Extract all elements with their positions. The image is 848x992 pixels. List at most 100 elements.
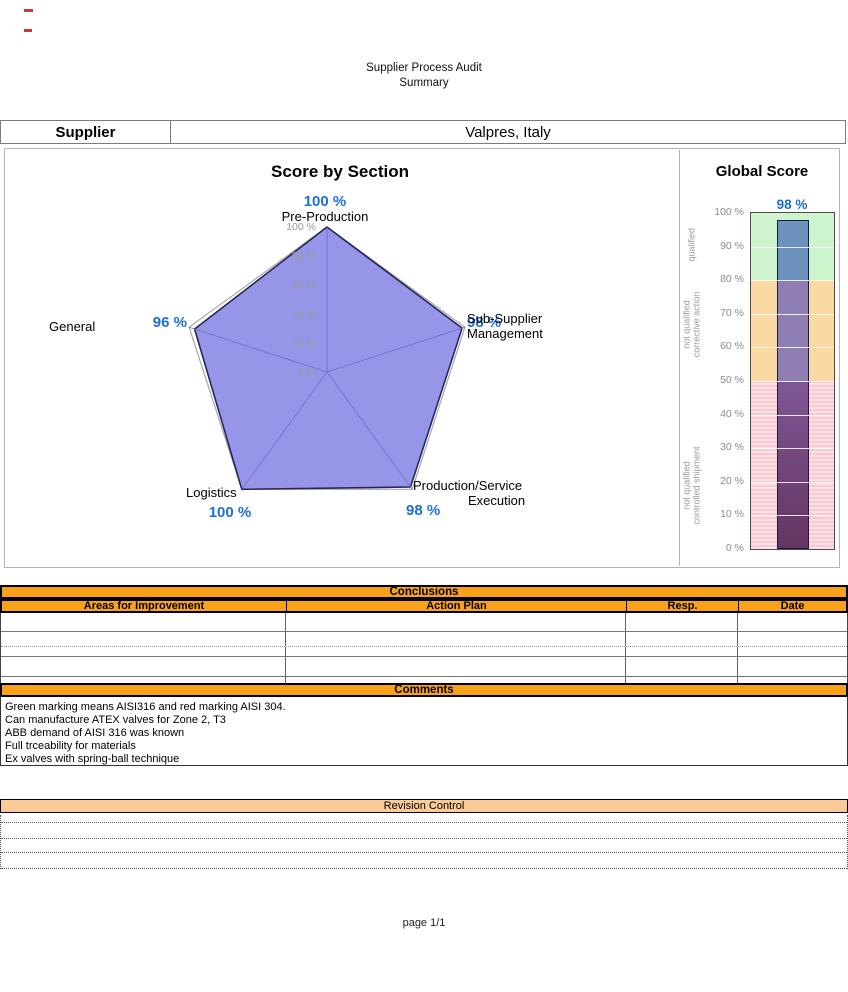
radar-axis-tick: 0 % — [297, 366, 316, 378]
conclusions-row — [1, 677, 847, 683]
comment-line: Ex valves with spring-ball technique — [5, 752, 180, 765]
radar-axis-tick: 80 % — [292, 250, 316, 262]
radar-spokes — [188, 227, 466, 490]
global-score-bar — [777, 219, 809, 549]
conclusions-cell — [286, 632, 626, 646]
section-production-line2: Execution — [468, 493, 526, 508]
col-date: Date — [780, 600, 805, 612]
gs-tick: 20 % — [720, 474, 744, 487]
gs-tick: 40 % — [720, 407, 744, 420]
conclusions-cell — [1, 647, 286, 656]
section-production-line1: Production/Service — [413, 478, 523, 493]
comments-header: Comments — [0, 683, 848, 697]
supplier-label: Supplier — [1, 121, 171, 143]
revision-row — [1, 815, 847, 823]
conclusions-cell — [626, 647, 738, 656]
gs-tick: 0 % — [725, 542, 744, 554]
gs-gridline — [751, 515, 834, 517]
radar-data-polygon — [193, 225, 464, 491]
gs-tick: 10 % — [720, 508, 744, 521]
revision-row — [1, 839, 847, 853]
conclusions-cell — [286, 613, 626, 631]
conclusions-cell — [286, 647, 626, 656]
gs-gridline — [751, 448, 834, 450]
doc-title-line2: Summary — [399, 77, 449, 89]
panel-separator — [679, 150, 680, 566]
page-footer: page 1/1 — [402, 917, 446, 929]
conclusions-columns: Areas for Improvement Action Plan Resp. … — [0, 599, 848, 613]
conclusions-row — [1, 632, 847, 647]
bar-segment-top — [778, 220, 808, 281]
radar-chart-title: Score by Section — [271, 162, 409, 181]
global-score-value: 98 % — [776, 197, 808, 212]
conclusions-cell — [626, 677, 738, 683]
radar-axis-tick: 60 % — [292, 279, 316, 291]
conclusions-cell — [626, 657, 738, 676]
supplier-value: Valpres, Italy — [465, 123, 551, 141]
gs-tick: 70 % — [720, 306, 744, 319]
bar-segment-mid — [778, 280, 808, 382]
gs-gridline — [751, 280, 834, 282]
comment-line: ABB demand of AISI 316 was known — [5, 726, 185, 739]
section-sub-supplier-line1: Sub-Supplier — [467, 311, 543, 326]
conclusions-cell — [626, 632, 738, 646]
revision-control-header: Revision Control — [0, 799, 848, 813]
global-score-plot — [750, 212, 835, 550]
section-sub-supplier: Sub-Supplier Management — [467, 311, 543, 341]
gs-zone-label: not qualified controlled shipment — [681, 445, 702, 525]
conclusions-cell — [1, 613, 286, 631]
score-production: 98 % — [406, 502, 441, 519]
comment-line: Green marking means AISI316 and red mark… — [5, 700, 286, 713]
gs-tick: 50 % — [720, 374, 744, 386]
conclusions-cell — [286, 677, 626, 683]
conclusions-row — [1, 613, 847, 632]
conclusions-cell — [1, 657, 286, 676]
conclusions-body — [0, 613, 848, 683]
conclusions-cell — [738, 632, 847, 646]
score-general: 96 % — [152, 314, 187, 331]
radar-axis-tick: 100 % — [286, 221, 316, 233]
supplier-row: Supplier Valpres, Italy — [0, 120, 846, 144]
conclusions-cell — [738, 657, 847, 676]
gs-gridline — [751, 481, 834, 483]
conclusions-header: Conclusions — [0, 585, 848, 599]
gs-gridline — [751, 313, 834, 315]
comment-line: Full trceability for materials — [5, 739, 136, 752]
section-logistics: Logistics — [186, 485, 237, 500]
conclusions-cell — [738, 613, 847, 631]
revision-row — [1, 823, 847, 839]
gs-gridline — [751, 347, 834, 349]
gs-tick: 90 % — [720, 239, 744, 252]
col-areas-for-improvement: Areas for Improvement — [2, 600, 287, 612]
col-action-plan: Action Plan — [287, 600, 627, 612]
gs-tick: 60 % — [720, 340, 744, 353]
section-general: General — [49, 319, 96, 334]
comment-line: Can manufacture ATEX valves for Zone 2, … — [5, 713, 226, 726]
conclusions-cell — [626, 613, 738, 631]
score-sub-supplier: 98 % — [467, 314, 502, 331]
gs-gridline — [751, 381, 834, 382]
score-pre-production: 100 % — [303, 193, 347, 210]
gs-tick: 80 % — [720, 273, 744, 286]
revision-row — [1, 853, 847, 869]
gs-tick: 100 % — [714, 206, 744, 218]
gs-gridline — [751, 246, 834, 248]
global-score-title: Global Score — [715, 163, 809, 180]
gs-gridline — [751, 414, 834, 416]
bar-segment-low — [778, 381, 808, 548]
gs-zone-label: not qualified corrective action — [681, 291, 702, 357]
red-mark — [24, 29, 32, 32]
conclusions-row — [1, 647, 847, 657]
radar-axis-tick: 20 % — [292, 337, 316, 349]
conclusions-row — [1, 657, 847, 677]
gs-tick: 30 % — [720, 441, 744, 454]
doc-title-line1: Supplier Process Audit — [366, 62, 482, 74]
conclusions-cell — [1, 677, 286, 683]
conclusions-cell — [286, 657, 626, 676]
radar-axis-tick: 40 % — [292, 308, 316, 320]
col-resp: Resp. — [627, 600, 739, 612]
radar-outer-pentagon — [188, 226, 466, 490]
conclusions-cell — [1, 632, 286, 646]
conclusions-cell — [738, 647, 847, 656]
